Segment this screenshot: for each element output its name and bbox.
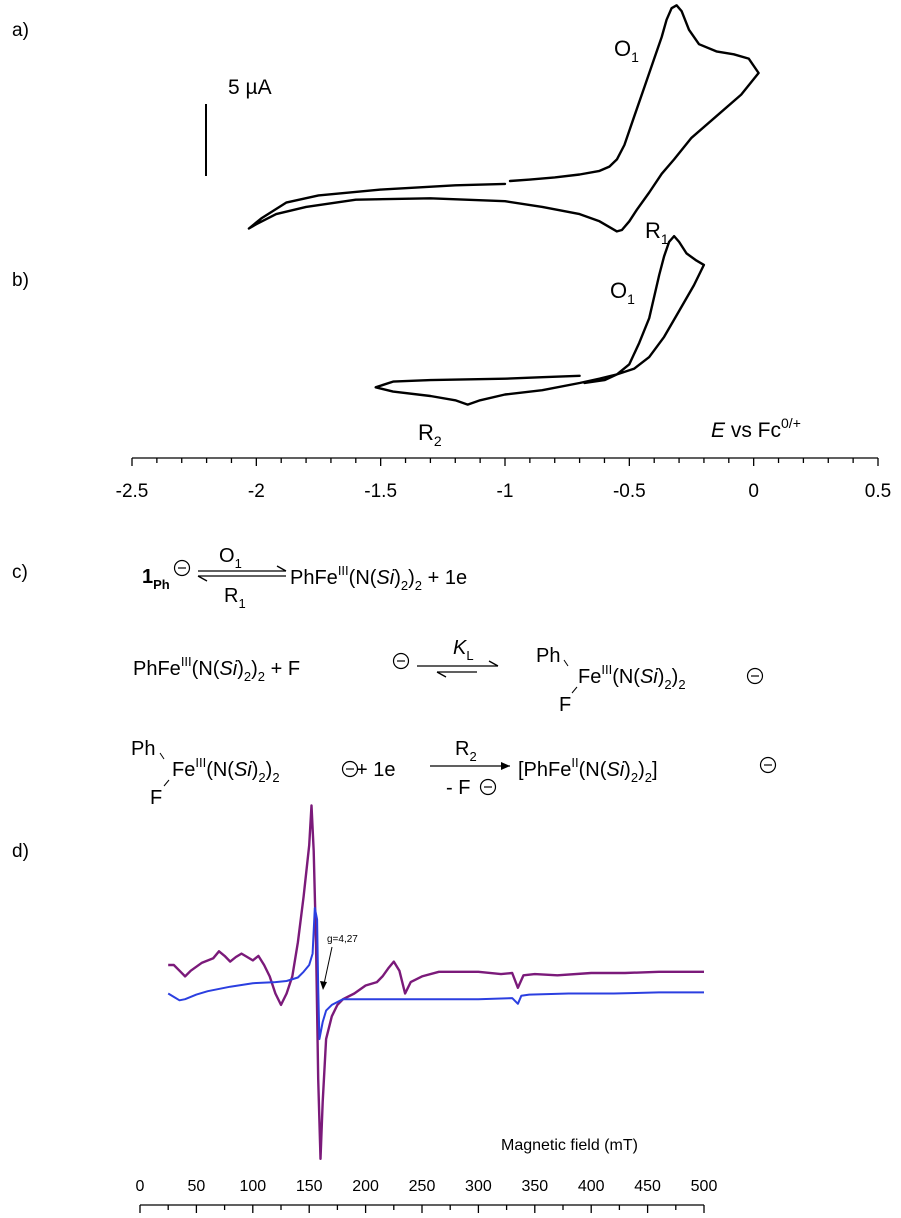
- epr-x-axis: 0 50 100 150 200 250 300 350 400 450 500: [136, 1178, 718, 1213]
- epr-tick-label: 50: [188, 1178, 206, 1195]
- svg-text:R2: R2: [455, 738, 477, 764]
- minus-charge-6: [759, 756, 777, 774]
- minus-charge-4: [341, 760, 359, 778]
- epr-tick-label: 500: [691, 1178, 718, 1195]
- epr-plot: g=4,27 Magnetic field (mT) 0 50 100 150 200 2…: [136, 804, 718, 1213]
- cv-tick-label: -0.5: [613, 481, 646, 502]
- panel-label-c: c): [12, 562, 28, 583]
- epr-tick-label: 200: [352, 1178, 379, 1195]
- equilibrium-arrow-1: [197, 565, 287, 582]
- svg-text:FeIII(N(Si)2)2: FeIII(N(Si)2)2: [172, 755, 280, 785]
- current-scale-label: 5 µA: [228, 76, 272, 99]
- minus-charge-5: [479, 778, 497, 796]
- reaction-scheme: 1Ph O1 R1 PhFeIII(N(Si)2)2 + 1e PhFeIII(…: [131, 545, 777, 809]
- scheme-line-1: 1Ph O1 R1 PhFeIII(N(Si)2)2 + 1e: [142, 545, 467, 611]
- equilibrium-arrow-2: [417, 660, 499, 678]
- epr-tick-label: 350: [521, 1178, 548, 1195]
- prod-ph-2: Ph: [536, 645, 560, 667]
- annotation-arrow: [320, 946, 333, 990]
- svg-text:PhFeIII(N(Si)2)2 + F: PhFeIII(N(Si)2)2 + F: [133, 654, 300, 684]
- minus-charge-3: [746, 667, 764, 685]
- epr-series-2: [167, 907, 704, 1041]
- svg-text:+ 1e: + 1e: [356, 759, 395, 781]
- epr-tick-label: 100: [239, 1178, 266, 1195]
- peak-label-r1-a: R1: [645, 218, 669, 247]
- svg-text:- F: - F: [446, 777, 470, 799]
- epr-tick-label: 400: [578, 1178, 605, 1195]
- epr-traces: [167, 804, 704, 1160]
- svg-text:1Ph: 1Ph: [142, 566, 170, 592]
- panel-label-b: b): [12, 270, 29, 291]
- epr-x-axis-label: Magnetic field (mT): [501, 1137, 638, 1154]
- cv-tick-label: -1: [497, 481, 514, 502]
- svg-text:O1: O1: [219, 545, 242, 571]
- panel-label-a: a): [12, 20, 29, 41]
- epr-tick-label: 0: [136, 1178, 145, 1195]
- panel-label-d: d): [12, 841, 29, 862]
- epr-tick-label: 150: [296, 1178, 323, 1195]
- epr-tick-label: 250: [409, 1178, 436, 1195]
- svg-text:[PhFeII(N(Si)2)2]: [PhFeII(N(Si)2)2]: [518, 755, 658, 785]
- cv-tick-label: -2: [248, 481, 265, 502]
- epr-tick-label: 450: [634, 1178, 661, 1195]
- minus-charge-1: [173, 559, 191, 577]
- cv-series-b: [374, 234, 706, 406]
- svg-text:R1: R1: [224, 585, 246, 611]
- minus-charge-2: [392, 652, 410, 670]
- peak-label-o1-b: O1: [610, 278, 635, 307]
- cv-tick-label: -2.5: [116, 481, 149, 502]
- cv-series-a: [247, 4, 760, 233]
- cv-tick-label: -1.5: [364, 481, 397, 502]
- scheme-line-3: Ph F FeIII(N(Si)2)2 + 1e R2 - F [PhFeII(…: [131, 738, 777, 809]
- cv-tick-label: 0: [748, 481, 759, 502]
- peak-label-o1-a: O1: [614, 36, 639, 65]
- epr-series-1: [168, 804, 704, 1160]
- scheme-line-2: PhFeIII(N(Si)2)2 + F KL Ph F FeIII(N(Si)…: [133, 637, 764, 716]
- svg-text:FeIII(N(Si)2)2: FeIII(N(Si)2)2: [578, 662, 686, 692]
- cv-tick-label: 0.5: [865, 481, 891, 502]
- cv-x-axis: -2.5 -2 -1.5 -1 -0.5 0 0.5: [116, 457, 891, 502]
- peak-label-r2-b: R2: [418, 420, 442, 449]
- cv-axis-label: E vs Fc0/+: [711, 415, 801, 442]
- prod-f-2: F: [559, 694, 571, 716]
- epr-tick-label: 300: [465, 1178, 492, 1195]
- svg-text:F: F: [150, 787, 162, 809]
- svg-text:Ph: Ph: [131, 738, 155, 760]
- cv-trace-b: [374, 234, 706, 406]
- cv-plots: 5 µA O1 R1 O1 R2 E vs Fc0/+ -2.5 -2 -1.5 -1…: [116, 4, 891, 502]
- epr-annotation: g=4,27: [327, 934, 358, 945]
- reaction-arrow-3: [430, 762, 510, 770]
- cv-trace-a: [247, 4, 760, 233]
- svg-text:KL: KL: [453, 637, 474, 663]
- svg-text:PhFeIII(N(Si)2)2 + 1e: PhFeIII(N(Si)2)2 + 1e: [290, 563, 467, 593]
